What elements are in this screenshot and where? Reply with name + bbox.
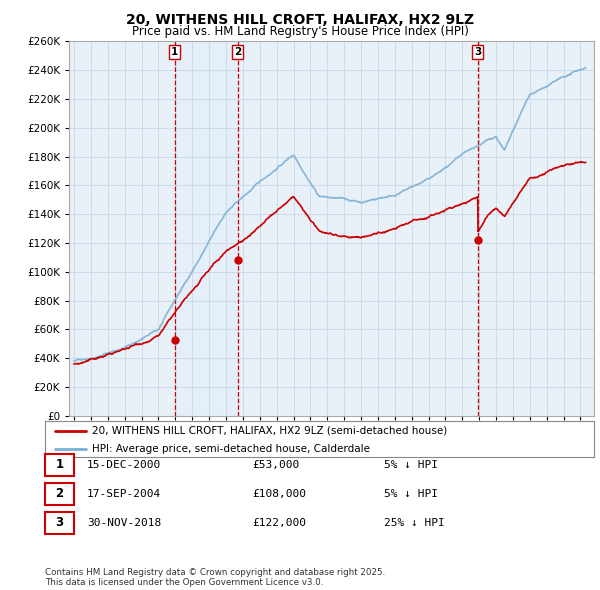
Text: 5% ↓ HPI: 5% ↓ HPI: [384, 489, 438, 499]
Text: 5% ↓ HPI: 5% ↓ HPI: [384, 460, 438, 470]
Text: 2: 2: [55, 487, 64, 500]
Text: £122,000: £122,000: [252, 518, 306, 527]
Text: 3: 3: [55, 516, 64, 529]
Bar: [175, 41, 238, 416]
Text: 20, WITHENS HILL CROFT, HALIFAX, HX2 9LZ: 20, WITHENS HILL CROFT, HALIFAX, HX2 9LZ: [126, 13, 474, 27]
Text: 25% ↓ HPI: 25% ↓ HPI: [384, 518, 445, 527]
Text: HPI: Average price, semi-detached house, Calderdale: HPI: Average price, semi-detached house,…: [92, 444, 370, 454]
Text: 1: 1: [171, 47, 178, 57]
Text: 15-DEC-2000: 15-DEC-2000: [87, 460, 161, 470]
Text: 30-NOV-2018: 30-NOV-2018: [87, 518, 161, 527]
Text: 20, WITHENS HILL CROFT, HALIFAX, HX2 9LZ (semi-detached house): 20, WITHENS HILL CROFT, HALIFAX, HX2 9LZ…: [92, 426, 447, 436]
Text: 1: 1: [55, 458, 64, 471]
Text: Contains HM Land Registry data © Crown copyright and database right 2025.
This d: Contains HM Land Registry data © Crown c…: [45, 568, 385, 587]
Text: £53,000: £53,000: [252, 460, 299, 470]
Text: 3: 3: [474, 47, 481, 57]
Text: Price paid vs. HM Land Registry's House Price Index (HPI): Price paid vs. HM Land Registry's House …: [131, 25, 469, 38]
Text: £108,000: £108,000: [252, 489, 306, 499]
Text: 17-SEP-2004: 17-SEP-2004: [87, 489, 161, 499]
Text: 2: 2: [235, 47, 242, 57]
